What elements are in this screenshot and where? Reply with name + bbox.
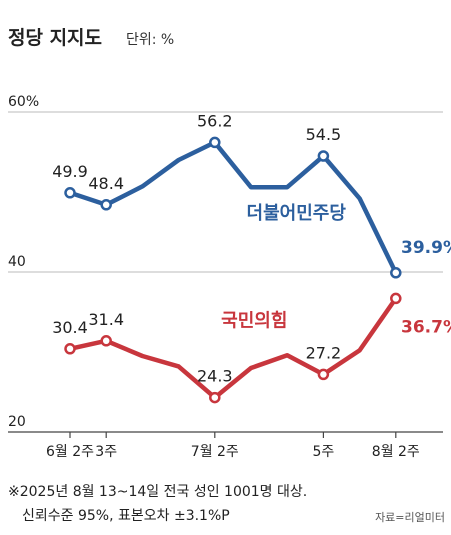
series-0-marker-4 — [209, 136, 221, 149]
series-0-value-label-0: 49.9 — [52, 162, 88, 181]
x-tick-label-0: 6월 2주 — [46, 444, 94, 460]
y-tick-label-60: 60% — [8, 94, 39, 110]
series-0-value-label-4: 56.2 — [197, 111, 233, 130]
chart-unit: 단위: % — [126, 32, 174, 48]
series-0-value-label-1: 48.4 — [88, 174, 124, 193]
series-0-name-label: 더불어민주당 — [247, 203, 347, 224]
series-1-marker-7 — [317, 368, 330, 381]
series-1-value-label-1: 31.4 — [88, 310, 124, 329]
x-tick-label-7: 5주 — [313, 444, 335, 460]
series-1-marker-0 — [64, 343, 76, 355]
source-note: 자료=리얼미터 — [375, 510, 445, 524]
y-tick-label-20: 20 — [8, 414, 26, 430]
series-1-value-label-4: 24.3 — [197, 367, 233, 386]
footnote-line1: ※2025년 8월 13~14일 전국 성인 1001명 대상. — [8, 484, 307, 500]
series-1-value-label-0: 30.4 — [52, 318, 88, 337]
y-tick-label-40: 40 — [8, 254, 26, 270]
series-1-value-label-7: 27.2 — [306, 343, 342, 362]
x-tick-label-1: 3주 — [95, 444, 117, 460]
series-1-marker-4 — [209, 391, 221, 404]
footnote-line2: 신뢰수준 95%, 표본오차 ±3.1%P — [22, 508, 230, 524]
label-layer: 49.948.4 56.2 54.5 39.9% 더불어민주당 30.431.4 24.3 2… — [52, 111, 451, 385]
series-0-line — [67, 140, 399, 276]
series-0-marker-1 — [100, 199, 112, 211]
series-1-marker-1 — [100, 335, 112, 347]
series-0-value-label-9: 39.9% — [401, 238, 451, 258]
series-0-value-label-7: 54.5 — [306, 125, 342, 144]
series-1-line — [67, 296, 399, 400]
grid-layer: 20 40 60% — [8, 94, 443, 430]
series-0-marker-9 — [390, 267, 402, 279]
x-tick-label-9: 8월 2주 — [372, 444, 420, 460]
series-0-marker-7 — [317, 150, 330, 162]
series-1-name-label: 국민의힘 — [221, 310, 287, 331]
chart-title: 정당 지지도 — [8, 27, 102, 49]
series-1-value-label-9: 36.7% — [401, 317, 451, 337]
series-0-marker-0 — [64, 187, 76, 199]
x-tick-label-4: 7월 2주 — [191, 444, 239, 460]
axis-layer: 6월 2주 3주 7월 2주 5주 8월 2주 — [8, 431, 443, 460]
series-1-marker-9 — [390, 292, 402, 305]
series-layer — [64, 136, 402, 404]
